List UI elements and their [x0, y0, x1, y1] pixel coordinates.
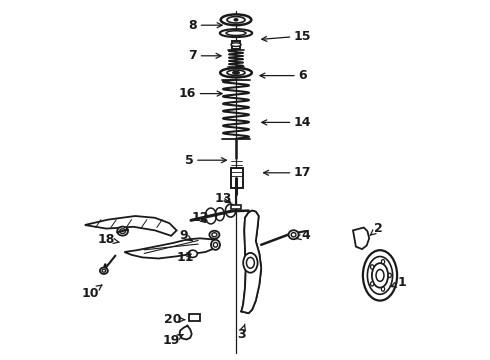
Text: 20: 20 [164, 313, 185, 326]
Ellipse shape [213, 243, 218, 247]
Ellipse shape [117, 227, 128, 236]
Ellipse shape [243, 253, 258, 273]
Ellipse shape [220, 29, 252, 37]
Ellipse shape [188, 250, 197, 257]
Text: 12: 12 [191, 211, 209, 224]
Ellipse shape [376, 269, 384, 282]
Ellipse shape [220, 14, 251, 25]
Text: 1: 1 [391, 276, 406, 289]
Ellipse shape [231, 43, 241, 46]
Text: 9: 9 [179, 229, 192, 242]
Text: 7: 7 [189, 49, 221, 62]
Text: 10: 10 [81, 285, 102, 300]
Ellipse shape [227, 17, 245, 23]
Ellipse shape [363, 250, 397, 301]
Polygon shape [85, 216, 176, 236]
Ellipse shape [209, 231, 220, 239]
Text: 13: 13 [215, 192, 232, 204]
Ellipse shape [227, 70, 245, 75]
Bar [231, 205, 242, 209]
Ellipse shape [381, 287, 385, 291]
Text: 4: 4 [296, 229, 311, 242]
Ellipse shape [246, 257, 254, 268]
Ellipse shape [226, 31, 246, 35]
Text: 14: 14 [262, 116, 311, 129]
Bar [232, 41, 240, 49]
Text: 11: 11 [177, 251, 195, 264]
Ellipse shape [233, 71, 239, 74]
Text: 17: 17 [264, 166, 311, 179]
Ellipse shape [372, 263, 388, 288]
Text: 2: 2 [370, 222, 383, 235]
Ellipse shape [291, 233, 296, 237]
Text: 15: 15 [262, 30, 311, 42]
Ellipse shape [120, 229, 125, 234]
Polygon shape [242, 211, 261, 313]
Polygon shape [124, 238, 218, 258]
Bar [231, 168, 243, 188]
Ellipse shape [220, 68, 252, 77]
Ellipse shape [370, 265, 374, 269]
Ellipse shape [234, 19, 238, 21]
Ellipse shape [212, 233, 217, 237]
Ellipse shape [368, 256, 392, 294]
Ellipse shape [100, 267, 108, 274]
Ellipse shape [211, 240, 220, 250]
Bar [189, 314, 200, 321]
Ellipse shape [388, 273, 392, 278]
Ellipse shape [381, 260, 385, 264]
Text: 5: 5 [185, 154, 226, 167]
Text: 19: 19 [163, 334, 183, 347]
Ellipse shape [102, 269, 106, 272]
Ellipse shape [370, 282, 374, 286]
Text: 3: 3 [237, 324, 245, 341]
Text: 8: 8 [189, 19, 222, 32]
Text: 6: 6 [260, 69, 307, 82]
Text: 18: 18 [98, 233, 119, 246]
Polygon shape [353, 228, 369, 249]
Ellipse shape [289, 230, 298, 239]
Text: 16: 16 [179, 87, 222, 100]
